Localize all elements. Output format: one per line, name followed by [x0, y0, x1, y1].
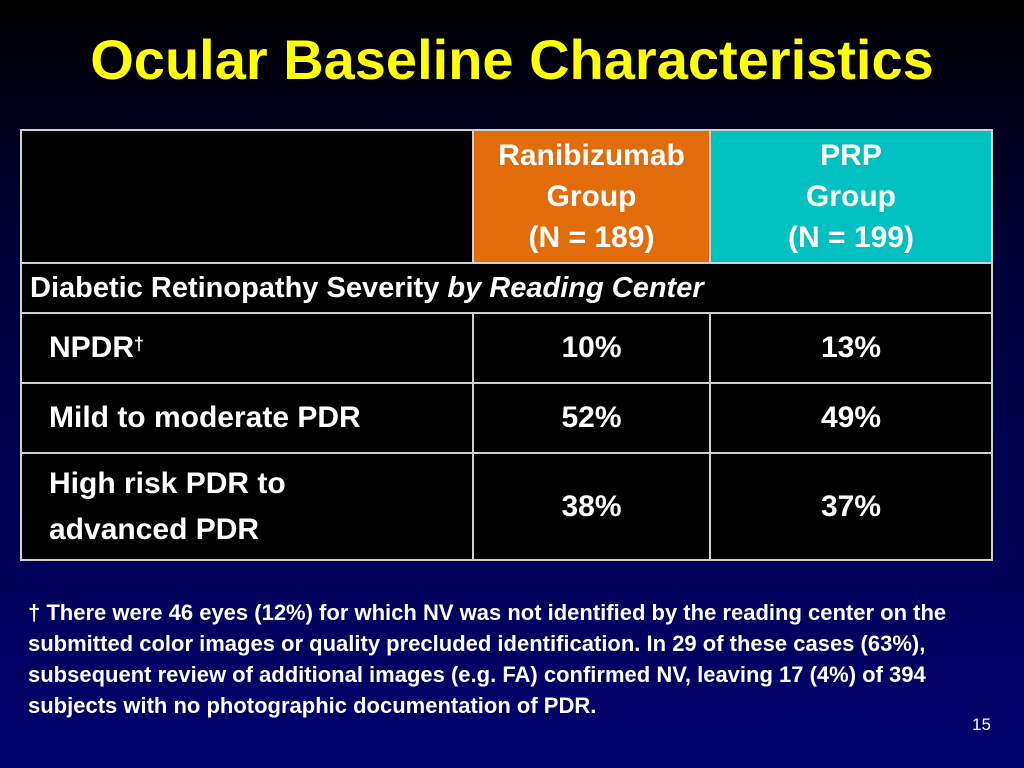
header-ranibizumab-line: (N = 189) [528, 221, 655, 254]
row-label-cell: NPDR† [20, 312, 474, 384]
section-header-cell: Diabetic Retinopathy Severity by Reading… [20, 262, 993, 314]
header-prp-group: PRP Group (N = 199) [709, 129, 993, 264]
footnote-marker: † [134, 334, 145, 354]
row-value-ranibizumab: 38% [472, 452, 711, 561]
row-label-cell: High risk PDR to advanced PDR [20, 452, 474, 561]
row-label: NPDR† [49, 325, 472, 371]
header-prp-line: PRP [820, 139, 882, 172]
section-label-italic: by Reading Center [447, 271, 704, 304]
header-prp-line: (N = 199) [788, 221, 914, 254]
row-label-cell: Mild to moderate PDR [20, 382, 474, 454]
row-value-prp: 13% [709, 312, 993, 384]
row-label: Mild to moderate PDR [49, 401, 361, 434]
row-label-text: NPDR [49, 331, 135, 364]
slide-title: Ocular Baseline Characteristics [90, 28, 934, 91]
header-ranibizumab-line: Group [546, 180, 637, 213]
table-header-row: Ranibizumab Group (N = 189) PRP Group (N… [20, 129, 993, 264]
header-blank-cell [20, 129, 474, 264]
baseline-characteristics-table: Ranibizumab Group (N = 189) PRP Group (N… [20, 129, 993, 561]
header-ranibizumab-group: Ranibizumab Group (N = 189) [472, 129, 711, 264]
table-body: NPDR† 10% 13% Mild to moderate PDR 52% 49% Hig… [20, 312, 993, 561]
header-ranibizumab-line: Ranibizumab [498, 139, 685, 172]
row-value-ranibizumab: 52% [472, 382, 711, 454]
section-header-row: Diabetic Retinopathy Severity by Reading… [20, 262, 993, 314]
row-label: High risk PDR to [49, 466, 286, 500]
table-row: High risk PDR to advanced PDR 38% 37% [20, 452, 993, 561]
section-label: Diabetic Retinopathy Severity [30, 271, 448, 304]
table-row: NPDR† 10% 13% [20, 312, 993, 384]
row-label: advanced PDR [49, 512, 260, 546]
table-row: Mild to moderate PDR 52% 49% [20, 382, 993, 454]
header-prp-line: Group [806, 180, 896, 213]
footnote: † There were 46 eyes (12%) for which NV … [28, 600, 947, 718]
row-value-prp: 49% [709, 382, 993, 454]
row-value-ranibizumab: 10% [472, 312, 711, 384]
row-value-prp: 37% [709, 452, 993, 561]
page-number: 15 [972, 715, 991, 734]
